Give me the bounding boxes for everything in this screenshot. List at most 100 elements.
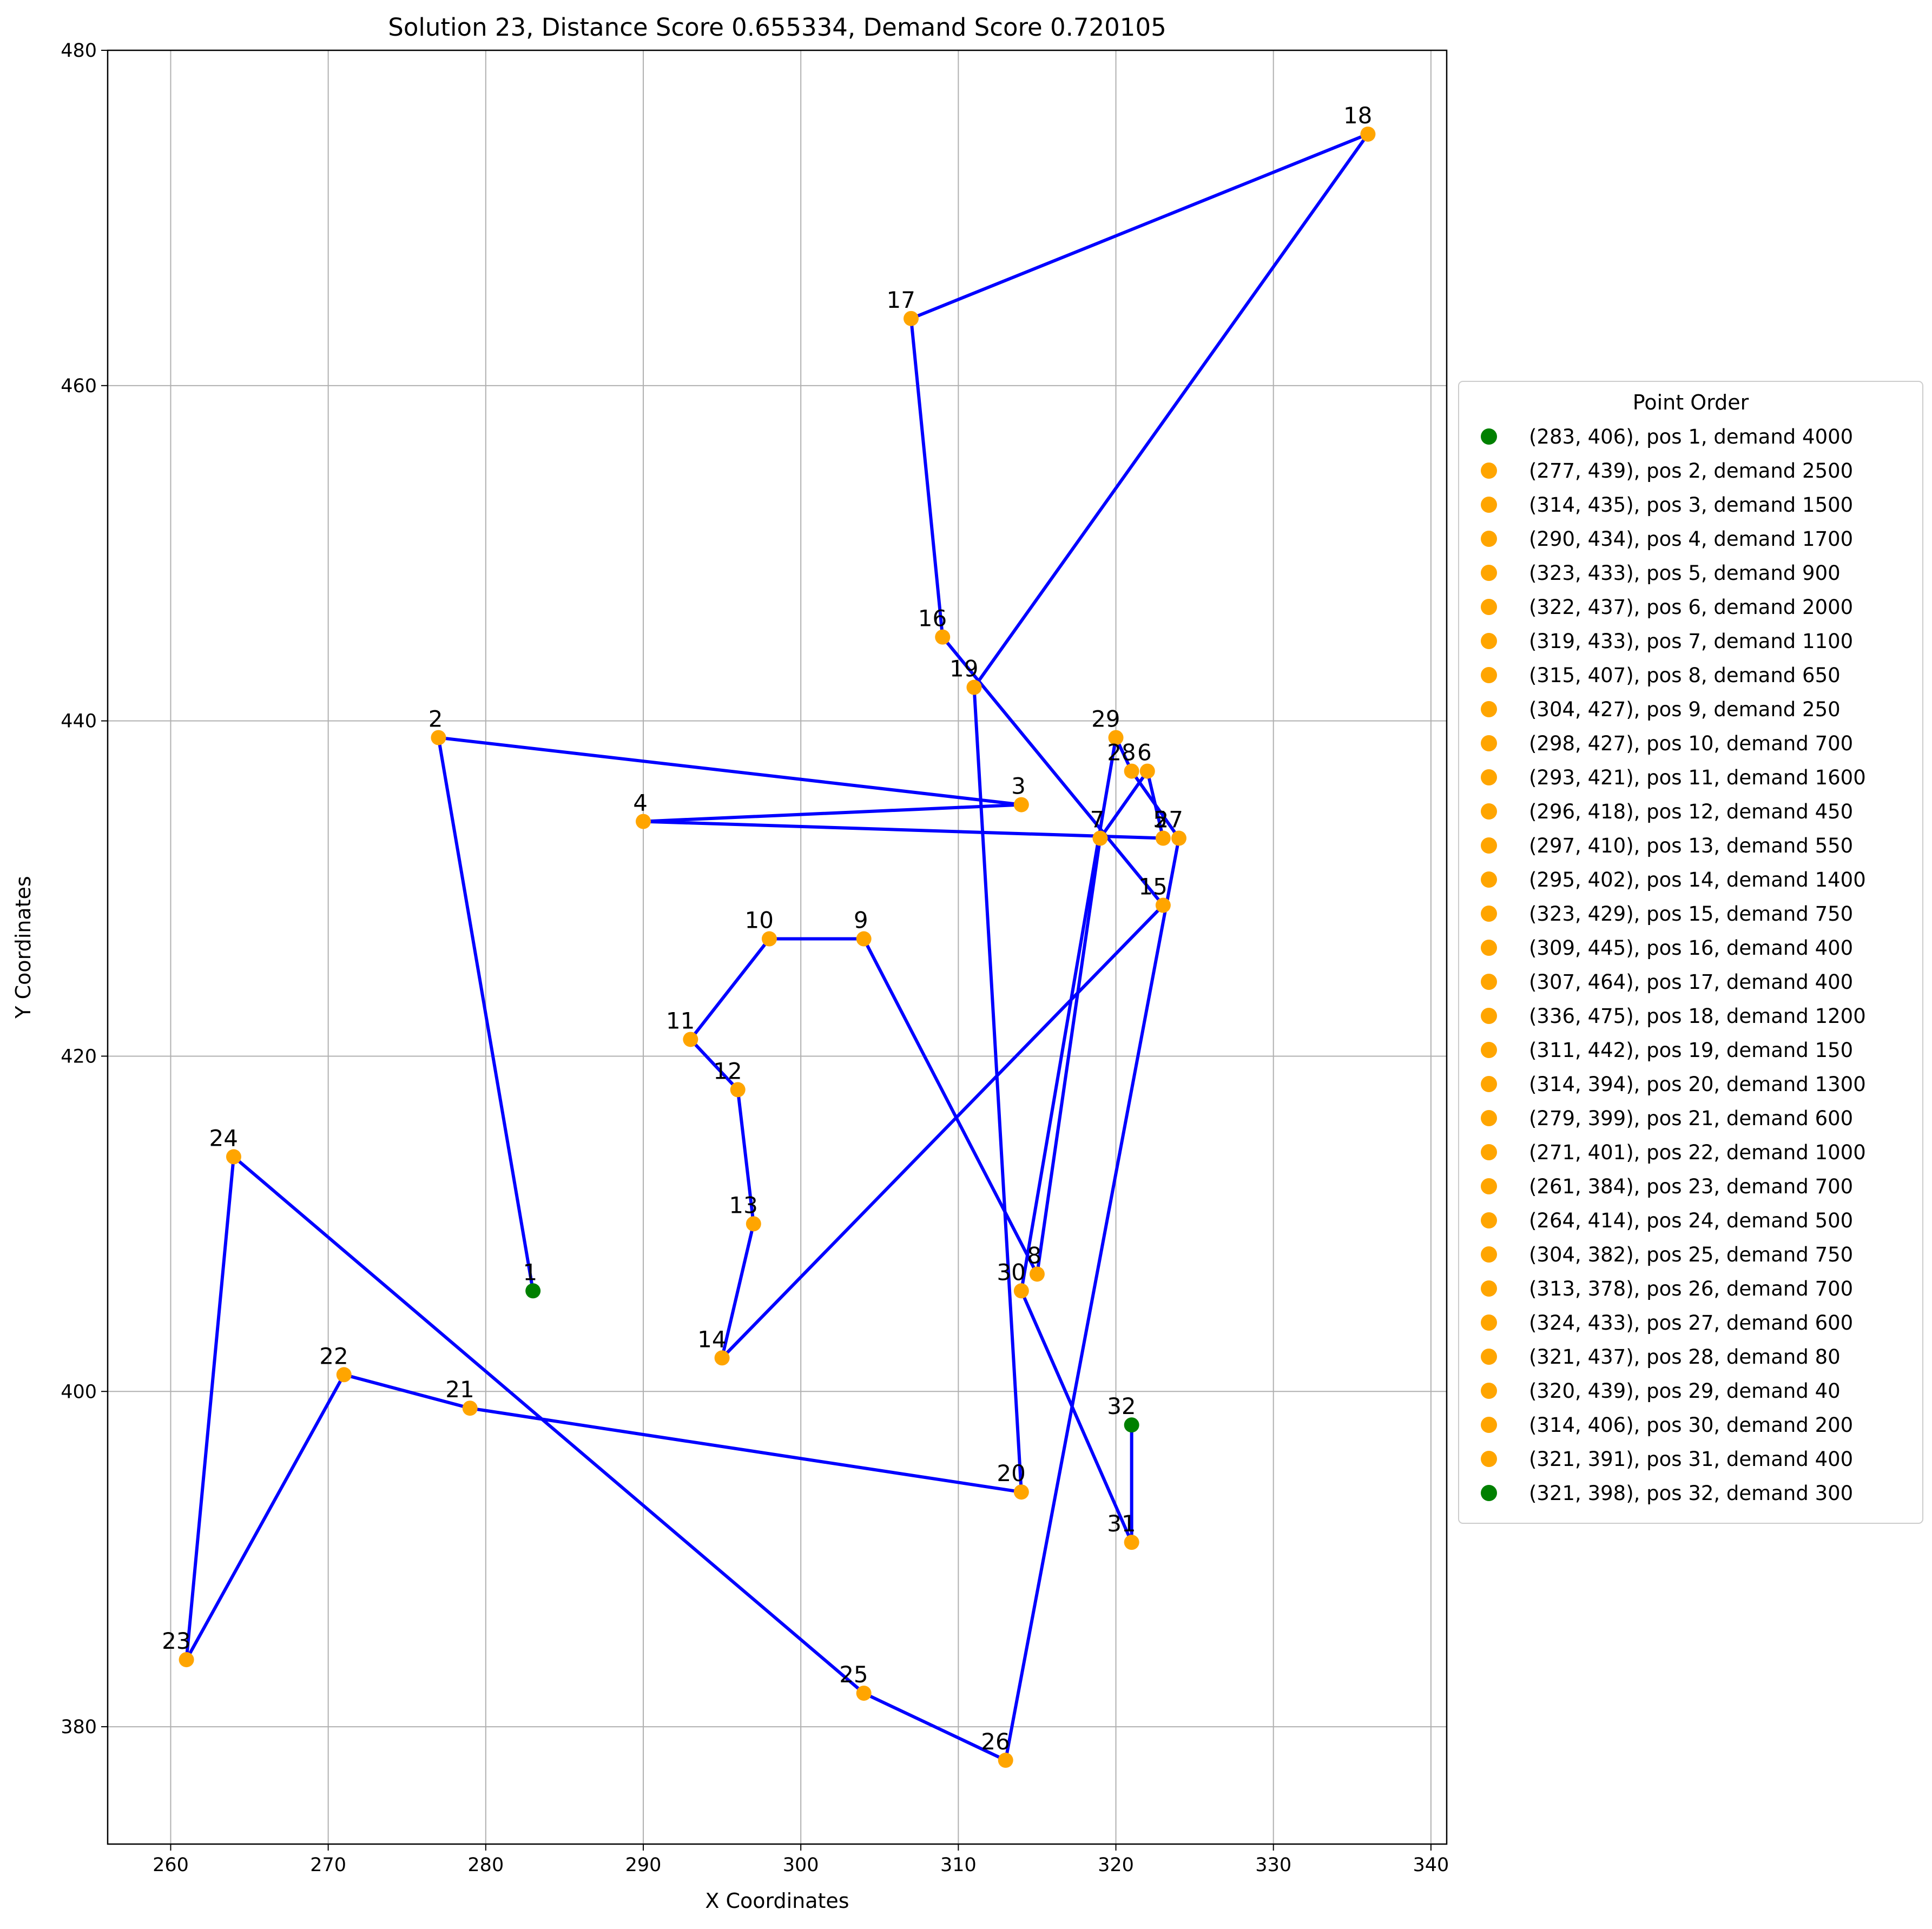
point-number-label: 19 <box>949 656 978 682</box>
point-marker <box>636 814 651 829</box>
legend-marker <box>1481 906 1497 922</box>
point-number-label: 13 <box>729 1192 757 1218</box>
legend-marker <box>1481 531 1497 547</box>
point-number-label: 9 <box>854 907 868 934</box>
legend-entry: (271, 401), pos 22, demand 1000 <box>1529 1141 1866 1164</box>
legend-marker <box>1481 599 1497 615</box>
x-tick-label: 320 <box>1098 1854 1134 1876</box>
legend-entry: (298, 427), pos 10, demand 700 <box>1529 732 1853 755</box>
point-marker <box>1013 1283 1029 1299</box>
point-marker <box>1155 897 1171 913</box>
legend-entry: (324, 433), pos 27, demand 600 <box>1529 1311 1853 1335</box>
legend-entry: (321, 391), pos 31, demand 400 <box>1529 1448 1853 1471</box>
x-tick-label: 340 <box>1413 1854 1449 1876</box>
point-marker <box>1360 126 1376 142</box>
legend-marker <box>1481 769 1497 785</box>
legend-entry: (295, 402), pos 14, demand 1400 <box>1529 868 1866 891</box>
point-number-label: 11 <box>666 1007 695 1034</box>
route-segment <box>232 1155 866 1695</box>
route-segment <box>1019 1289 1133 1544</box>
point-marker <box>856 1686 872 1701</box>
route-segment <box>437 736 535 1293</box>
route-segment <box>342 1373 472 1410</box>
x-tick-label: 270 <box>310 1854 346 1876</box>
point-marker <box>1108 730 1124 745</box>
legend-marker <box>1481 1042 1497 1058</box>
point-marker <box>1124 1417 1139 1433</box>
y-tick-label: 440 <box>61 711 97 732</box>
route-segment <box>1035 836 1102 1276</box>
point-marker <box>856 931 872 947</box>
legend-entry: (320, 439), pos 29, demand 40 <box>1529 1379 1841 1403</box>
legend-marker <box>1481 837 1497 854</box>
route-segment <box>1130 769 1181 840</box>
point-marker <box>1139 763 1155 779</box>
x-tick-label: 260 <box>153 1854 189 1876</box>
legend-entry: (279, 399), pos 21, demand 600 <box>1529 1107 1853 1130</box>
point-marker <box>431 730 446 745</box>
legend-marker <box>1481 940 1497 956</box>
point-number-label: 24 <box>209 1125 238 1151</box>
point-marker <box>1124 763 1139 779</box>
legend-entry: (319, 433), pos 7, demand 1100 <box>1529 630 1853 653</box>
point-number-label: 29 <box>1091 706 1120 732</box>
legend-title: Point Order <box>1633 391 1749 414</box>
route-points <box>179 126 1376 1768</box>
legend-entry: (304, 382), pos 25, demand 750 <box>1529 1243 1853 1266</box>
point-number-label: 3 <box>1011 773 1026 800</box>
point-number-label: 32 <box>1107 1393 1136 1419</box>
legend-marker <box>1481 1246 1497 1263</box>
point-number-label: 4 <box>633 790 648 816</box>
y-axis-label: Y Coordinates <box>11 876 35 1019</box>
legend-marker <box>1481 1314 1497 1331</box>
legend-marker <box>1481 871 1497 888</box>
legend-entry: (307, 464), pos 17, demand 400 <box>1529 970 1853 994</box>
legend-entry: (264, 414), pos 24, demand 500 <box>1529 1209 1853 1232</box>
legend-marker <box>1481 1110 1497 1126</box>
point-marker <box>904 311 919 326</box>
legend-marker <box>1481 735 1497 751</box>
legend-box <box>1458 381 1923 1524</box>
legend-marker <box>1481 428 1497 445</box>
route-segment <box>468 1406 1023 1494</box>
legend-entry: (304, 427), pos 9, demand 250 <box>1529 698 1841 721</box>
route-segment <box>972 685 1023 1494</box>
point-marker <box>966 679 982 695</box>
route-segment <box>689 937 771 1041</box>
point-marker <box>683 1032 698 1047</box>
legend-entry: (309, 445), pos 16, demand 400 <box>1529 936 1853 960</box>
legend-marker <box>1481 1144 1497 1160</box>
route-line <box>184 132 1370 1762</box>
legend-entry: (293, 421), pos 11, demand 1600 <box>1529 766 1866 789</box>
legend-marker <box>1481 701 1497 717</box>
legend-marker <box>1481 1383 1497 1399</box>
point-marker <box>1124 1535 1139 1550</box>
point-marker <box>179 1652 194 1668</box>
point-number-label: 5 <box>1153 807 1168 833</box>
route-segment <box>642 803 1023 823</box>
legend-entry: (296, 418), pos 12, demand 450 <box>1529 800 1853 823</box>
point-number-label: 2 <box>428 706 443 732</box>
legend-marker <box>1481 633 1497 649</box>
route-segment <box>909 132 1370 320</box>
y-tick-label: 480 <box>61 40 97 62</box>
point-number-label: 17 <box>887 287 915 313</box>
chart-title: Solution 23, Distance Score 0.655334, De… <box>388 13 1166 42</box>
legend-entry: (315, 407), pos 8, demand 650 <box>1529 664 1841 687</box>
legend-entry: (321, 398), pos 32, demand 300 <box>1529 1482 1853 1505</box>
point-marker <box>935 629 951 645</box>
legend-marker <box>1481 497 1497 513</box>
route-segment <box>720 903 1165 1360</box>
point-number-label: 26 <box>981 1728 1010 1755</box>
legend-marker <box>1481 565 1497 581</box>
point-marker <box>1013 1484 1029 1500</box>
legend-entry: (322, 437), pos 6, demand 2000 <box>1529 596 1853 619</box>
legend-entry: (261, 384), pos 23, demand 700 <box>1529 1175 1853 1198</box>
x-tick-label: 300 <box>783 1854 819 1876</box>
point-marker <box>1092 830 1108 846</box>
legend-entry: (321, 437), pos 28, demand 80 <box>1529 1345 1841 1369</box>
point-marker <box>525 1283 541 1299</box>
point-marker <box>730 1082 746 1098</box>
y-tick-label: 460 <box>61 375 97 397</box>
legend-entry: (336, 475), pos 18, demand 1200 <box>1529 1005 1866 1028</box>
